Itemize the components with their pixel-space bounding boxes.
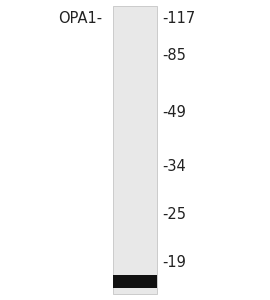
Bar (113, 274, 157, 288)
Bar (113, 6, 157, 294)
Text: -25: -25 (162, 207, 186, 222)
Text: -19: -19 (162, 255, 186, 270)
Text: -117: -117 (162, 11, 195, 26)
Text: OPA1-: OPA1- (59, 11, 103, 26)
Text: -85: -85 (162, 48, 186, 63)
Text: -34: -34 (162, 159, 186, 174)
Text: -49: -49 (162, 105, 186, 120)
